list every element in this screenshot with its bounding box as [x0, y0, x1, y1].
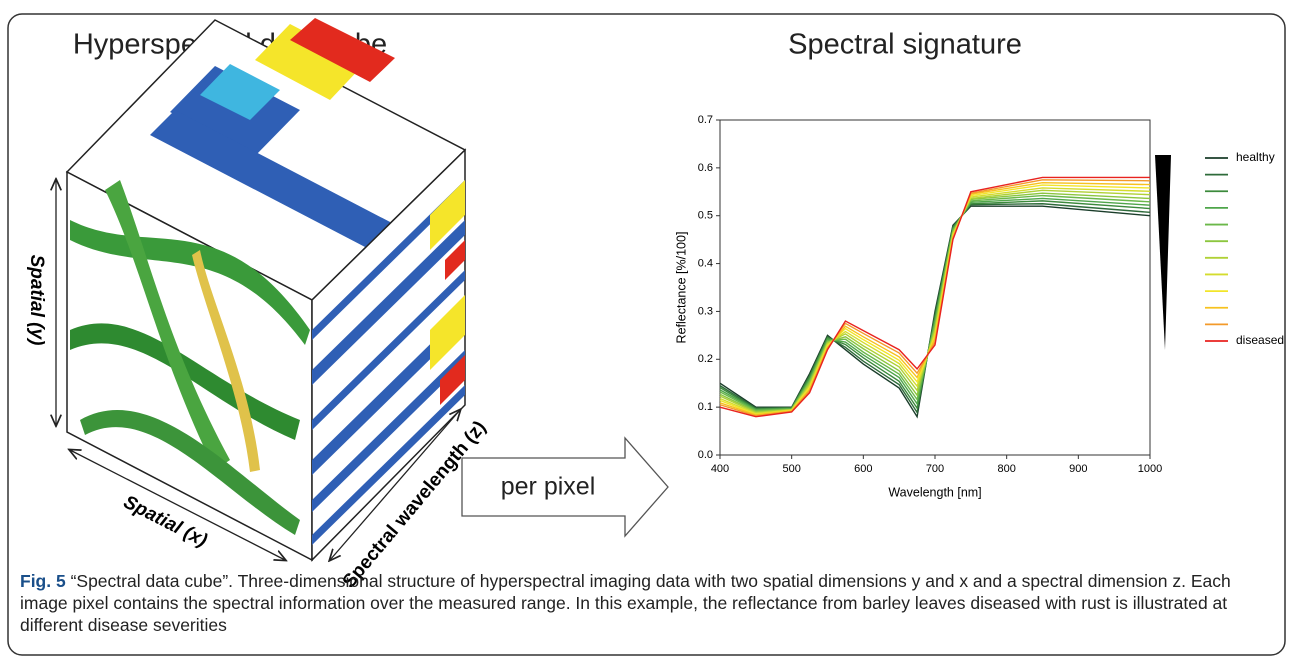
series-line [719, 176, 1150, 418]
legend-label: healthy [1236, 150, 1275, 164]
axis-y-label: Spatial (y) [26, 255, 47, 346]
x-tick-label: 500 [782, 463, 800, 475]
caption-label: Fig. 5 [20, 571, 66, 591]
x-tick-label: 900 [1069, 463, 1087, 475]
y-tick-label: 0.2 [698, 353, 713, 365]
arrow-label: per pixel [501, 473, 596, 501]
series-line [719, 181, 1151, 416]
y-tick-label: 0.4 [698, 257, 713, 269]
y-tick-label: 0.1 [698, 401, 713, 413]
series-line [719, 187, 1151, 415]
series-line [719, 184, 1151, 416]
caption-text: “Spectral data cube”. Three-dimensional … [20, 571, 1231, 635]
y-tick-label: 0.6 [698, 162, 713, 174]
series-line [719, 194, 1151, 412]
arrow [461, 436, 669, 538]
series-line [719, 192, 1151, 413]
plot-frame [719, 119, 1151, 456]
x-tick-label: 800 [997, 463, 1015, 475]
y-tick-label: 0.3 [698, 305, 713, 317]
chart: 400 500 600 700 800 900 1000 0.0 0.1 0.2 0.3 0.4 0.5… [674, 114, 1284, 499]
y-axis-label: Reflectance [%/100] [674, 232, 688, 344]
right-title: Spectral signature [788, 29, 1022, 61]
x-tick-label: 700 [926, 463, 944, 475]
y-tick-label: 0.5 [698, 210, 713, 222]
y-tick-label: 0.0 [698, 449, 713, 461]
series-line [719, 189, 1151, 414]
y-tick-label: 0.7 [698, 114, 713, 126]
x-tick-label: 600 [854, 463, 872, 475]
x-tick-label: 400 [711, 463, 729, 475]
severity-wedge [1155, 155, 1171, 350]
caption: Fig. 5 “Spectral data cube”. Three-dimen… [20, 570, 1270, 636]
series-line [719, 179, 1151, 417]
z-arrow [330, 410, 460, 560]
x-axis-label: Wavelength [nm] [888, 485, 981, 499]
x-arrow [70, 450, 285, 560]
series-line [719, 200, 1151, 410]
frame [7, 13, 1286, 656]
series-line [719, 197, 1151, 411]
legend-label: diseased [1236, 333, 1284, 347]
x-tick-label: 1000 [1138, 463, 1162, 475]
